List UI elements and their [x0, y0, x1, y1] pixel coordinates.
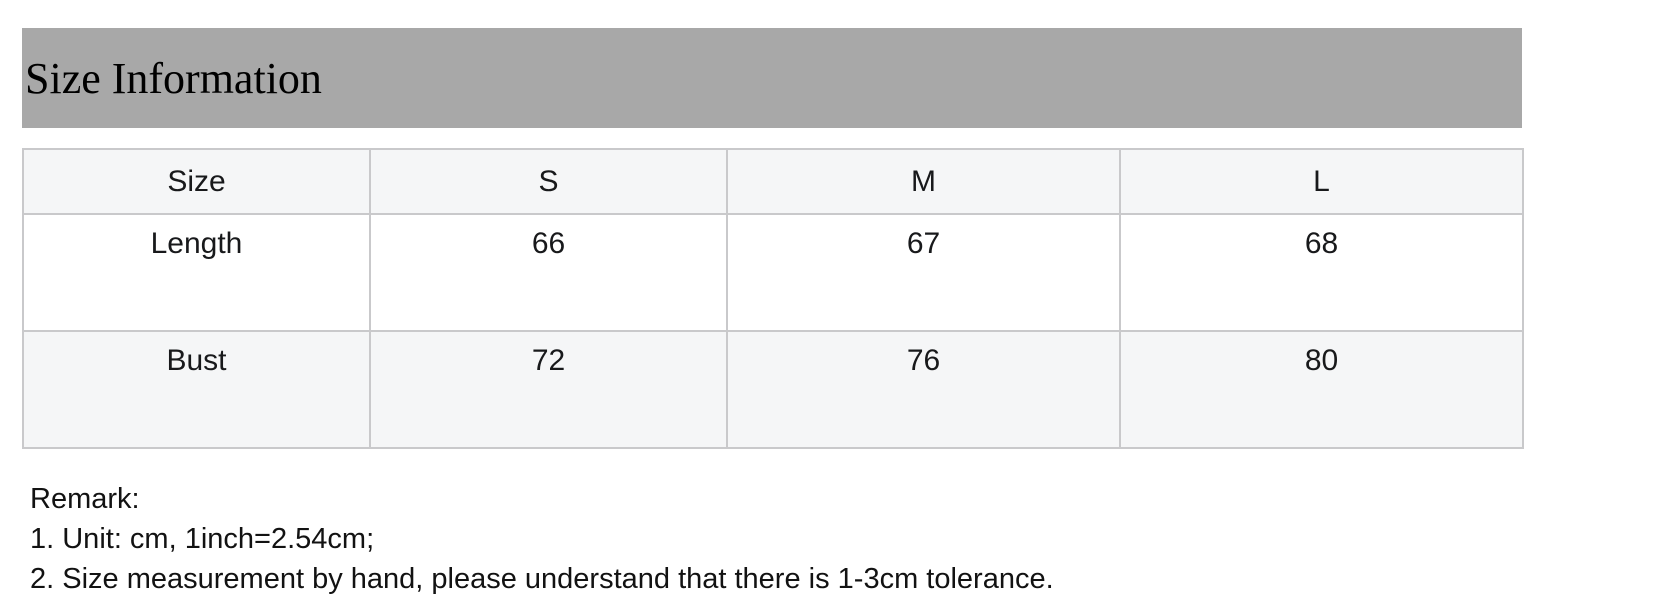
size-table: Size S M L Length 66 67 68 Bust 72 76 80 [22, 148, 1524, 449]
length-value-l: 68 [1119, 213, 1524, 332]
bust-value-m: 76 [726, 330, 1121, 449]
remarks-title: Remark: [30, 483, 140, 515]
bust-value-l: 80 [1119, 330, 1524, 449]
bust-value-s: 72 [369, 330, 728, 449]
length-value-m: 67 [726, 213, 1121, 332]
size-information-section: Size Information Size S M L Length 66 67… [22, 28, 1524, 599]
section-title-bar: Size Information [22, 28, 1522, 128]
size-table-header-size: Size [22, 148, 371, 215]
section-title: Size Information [25, 53, 322, 103]
size-table-row-bust: Bust 72 76 80 [22, 330, 1524, 449]
size-table-row-length: Length 66 67 68 [22, 213, 1524, 332]
size-table-header-l: L [1119, 148, 1524, 215]
remark-line-unit: 1. Unit: cm, 1inch=2.54cm; [30, 523, 375, 555]
size-table-header-s: S [369, 148, 728, 215]
size-table-header-row: Size S M L [22, 148, 1524, 215]
size-table-header-m: M [726, 148, 1121, 215]
remark-line-tolerance: 2. Size measurement by hand, please unde… [30, 563, 1054, 595]
remarks-block: Remark: 1. Unit: cm, 1inch=2.54cm; 2. Si… [30, 479, 1522, 599]
row-label-bust: Bust [22, 330, 371, 449]
length-value-s: 66 [369, 213, 728, 332]
row-label-length: Length [22, 213, 371, 332]
